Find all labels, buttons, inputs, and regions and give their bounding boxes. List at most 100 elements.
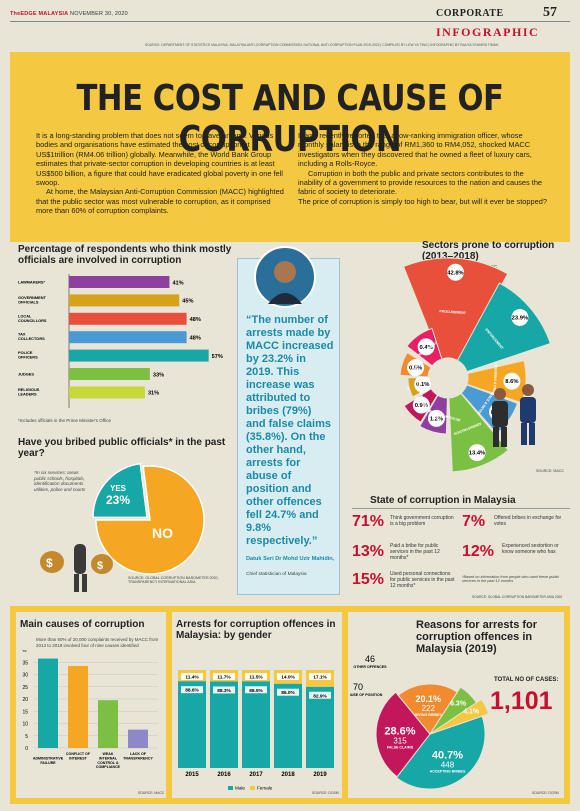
pie-slice <box>397 683 459 735</box>
svg-text:$: $ <box>97 560 103 572</box>
bribed-title: Have you bribed public officials* in the… <box>18 437 226 459</box>
quote-box <box>237 258 340 595</box>
bar-value-label: 31% <box>148 391 159 397</box>
value-bubble <box>468 444 486 462</box>
y-tick-label: 0 <box>25 746 28 752</box>
x-tick-label: TRANSPARENCY <box>123 756 153 760</box>
slice-percent-label: 6.3% <box>450 701 467 708</box>
no-label: NO <box>152 525 173 541</box>
x-tick-label: CONTROL & <box>97 761 119 765</box>
x-tick-label: LACK OF <box>130 752 147 756</box>
header-rule <box>10 21 570 22</box>
label-bg <box>181 673 203 680</box>
male-value-label: 82.9% <box>313 693 327 699</box>
label-bg <box>181 686 203 694</box>
bar <box>68 665 88 748</box>
state-item-text: Paid a bribe for public services in the … <box>390 543 440 561</box>
quote-role: Chief statistician of Malaysia <box>246 572 307 577</box>
slice-count-label: 315 <box>393 736 407 745</box>
total-cases-label: TOTAL NO OF CASES: <box>494 677 559 683</box>
slice-percent-label: 20.1% <box>415 694 441 704</box>
state-item: 13% <box>352 543 385 560</box>
reasons-source: SOURCE: DOSM <box>532 791 559 795</box>
bar-male <box>178 681 206 768</box>
x-tick-label: 2017 <box>249 772 263 778</box>
section-tag: INFOGRAPHIC <box>436 25 540 39</box>
bar <box>69 276 170 288</box>
polar-slice <box>448 392 509 473</box>
x-tick-label: 2018 <box>281 772 295 778</box>
x-tick-label: FAILURE <box>40 761 56 765</box>
causes-note: More than 60% of 20,000 complaints recei… <box>36 637 159 648</box>
polar-category-label: OTHERS <box>412 360 420 375</box>
sectors-title: Sectors prone to corruption (2013–2018) <box>422 240 555 262</box>
bar-value-label: 33% <box>153 372 164 378</box>
x-tick-label: INTERNAL <box>99 756 118 760</box>
bar-category-label: TAX COLLECTORS <box>18 332 45 342</box>
polar-value-label: 0.5% <box>409 366 422 372</box>
state-item-text: Experienced sextortion or know someone w… <box>502 543 559 555</box>
polar-category-label: PROCUREMENT <box>439 309 467 315</box>
label-bg <box>309 673 331 680</box>
slice-category-label: GIVING BRIBES <box>415 713 443 717</box>
male-value-label: 88.6% <box>185 688 199 694</box>
officials-chart: LAWMAKERS* 41% GOVERNMENT OFFICIALS 45% LOCAL… <box>18 274 223 408</box>
gender-title: Arrests for corruption offences in Malay… <box>176 619 336 641</box>
y-tick-label: 35 <box>22 660 28 666</box>
bar-category-label: LOCAL COUNCILLORS <box>18 313 47 323</box>
bar-category-label: POLICE OFFICERS <box>18 350 38 360</box>
causes-source: SOURCE: MACC <box>138 791 165 795</box>
officials-footnote: *Includes officials in the Prime Ministe… <box>18 418 111 423</box>
x-tick-label: WEAK <box>103 752 114 756</box>
female-value-label: 17.1% <box>313 675 327 681</box>
bar <box>98 700 118 748</box>
slice-count-label: 222 <box>422 704 436 713</box>
x-tick-label: COMPLIANCE <box>96 765 121 769</box>
pie-slice <box>429 698 490 735</box>
slice-count-label: 70 <box>353 682 363 692</box>
bar-value-label: 48% <box>190 336 201 342</box>
bar-value-label: 48% <box>190 317 201 323</box>
x-tick-label: INTEREST <box>69 756 88 760</box>
yes-value: 23% <box>106 493 130 507</box>
label-bg <box>213 673 235 680</box>
quote-text: “The number of arrests made by MACC incr… <box>246 314 334 547</box>
value-bubble <box>511 308 529 326</box>
pie-slice <box>375 691 431 778</box>
x-tick-label: 2019 <box>313 772 327 778</box>
bar <box>38 658 58 748</box>
bar-male <box>210 681 238 768</box>
polar-value-label: 1.2% <box>430 416 443 422</box>
gender-chart: 11.4% 88.6% 2015 11.7% 88.3% 2016 11.5% 88.5% 20… <box>178 670 334 791</box>
slice-category-label: OTHER OFFENCES <box>353 665 387 669</box>
page-number: 57 <box>543 5 557 20</box>
bar-category-label: LAWMAKERS* <box>18 280 46 285</box>
bribed-note: *In six services: areas public schools, … <box>34 470 86 492</box>
reasons-title: Reasons for arrests for corruption offen… <box>416 619 538 655</box>
yes-label: YES <box>110 484 127 493</box>
state-item: 12% <box>462 543 495 560</box>
polar-hub <box>430 360 466 396</box>
label-bg <box>309 691 331 699</box>
x-tick-label: ADMINISTRATIVE <box>33 756 64 760</box>
brand: TheEDGE MALAYSIA <box>10 11 69 17</box>
legend-swatch <box>250 786 255 790</box>
sources-line: SOURCE: DEPARTMENT OF STATISTICS MALAYSI… <box>145 43 499 47</box>
money-bags-icon: $ $ <box>40 544 113 592</box>
total-cases-value: 1,101 <box>490 687 553 715</box>
y-tick-label: 15 <box>22 709 28 715</box>
bar-male <box>242 681 270 768</box>
state-source: SOURCE: GLOBAL CORRUPTION BAROMETER ASIA… <box>472 595 563 599</box>
female-value-label: 14.0% <box>281 675 295 681</box>
page-title: THE COST AND CAUSE OF CORRUPTION <box>76 78 504 160</box>
bribed-source: SOURCE: GLOBAL CORRUPTION BAROMETER 2020… <box>128 576 219 584</box>
axis-unit-label: % <box>22 650 27 654</box>
pie-slice <box>395 715 486 790</box>
svg-text:$: $ <box>46 556 53 570</box>
polar-value-label: 0.9% <box>415 403 428 409</box>
polar-value-label: 13.4% <box>469 451 485 457</box>
intro-paragraph: At home, the Malaysian Anti-Corruption C… <box>36 187 284 216</box>
officials-title: Percentage of respondents who think most… <box>18 244 232 266</box>
